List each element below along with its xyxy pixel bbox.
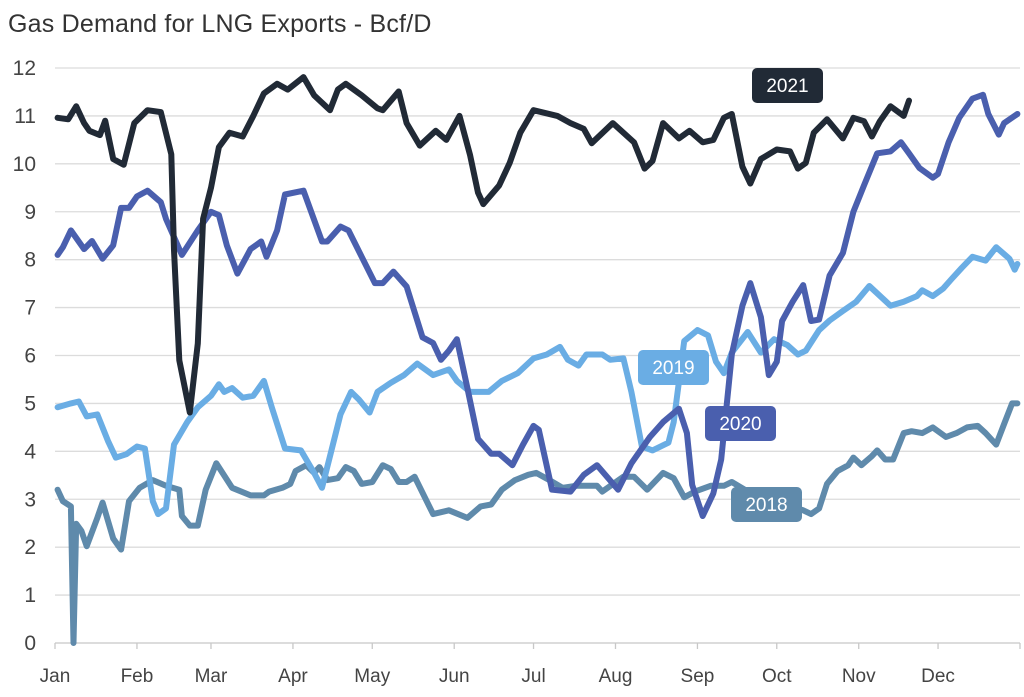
series-line-2019 [54,244,1021,518]
y-tick-label: 4 [24,440,36,463]
x-tick-label: Feb [121,666,154,687]
y-tick-label: 5 [24,392,36,415]
x-tick-label: Jul [521,666,545,687]
series-line-2021 [54,74,912,416]
label-text: 2019 [652,358,694,379]
y-tick-label: 3 [24,488,36,511]
y-tick-label: 8 [24,249,36,272]
y-tick-label: 12 [13,57,36,80]
series-label-2019: 2019 [638,350,709,385]
x-tick-label: Jun [439,666,470,687]
y-tick-label: 1 [24,584,36,607]
label-text: 2020 [719,414,761,435]
x-tick-label: Apr [278,666,308,687]
y-tick-label: 7 [24,297,36,320]
gridlines [55,67,1020,644]
label-box [731,487,802,522]
x-tick-label: Dec [921,666,955,687]
y-tick-label: 2 [24,536,36,559]
y-tick-label: 11 [14,105,36,128]
x-tick-label: Jan [40,666,71,687]
label-box [752,68,823,103]
y-tick-label: 9 [24,201,36,224]
chart-title: Gas Demand for LNG Exports - Bcf/D [8,10,432,38]
series-line-2020 [54,91,1021,519]
x-tick-label: Sep [681,666,715,687]
x-axis: Jan Feb Mar Apr May Jun Jul Aug Sep Oct Nov Dec [40,643,1021,687]
y-tick-label: 6 [24,345,36,368]
series-labels: 2018 2019 2020 2021 [638,68,823,522]
series-label-2018: 2018 [731,487,802,522]
series-lines [54,74,1021,646]
series-line-2018 [54,400,1021,646]
x-tick-label: Nov [842,666,876,687]
x-tick-label: Aug [599,666,633,687]
x-tick-label: May [354,666,390,687]
label-text: 2021 [766,76,808,97]
label-box [638,350,709,385]
label-text: 2018 [745,495,787,516]
series-label-2021: 2021 [752,68,823,103]
series-label-2020: 2020 [705,406,776,441]
label-box [705,406,776,441]
y-tick-label: 0 [24,632,36,655]
x-tick-label: Oct [762,666,792,687]
x-tick-label: Mar [195,666,228,687]
y-tick-label: 10 [13,153,36,176]
